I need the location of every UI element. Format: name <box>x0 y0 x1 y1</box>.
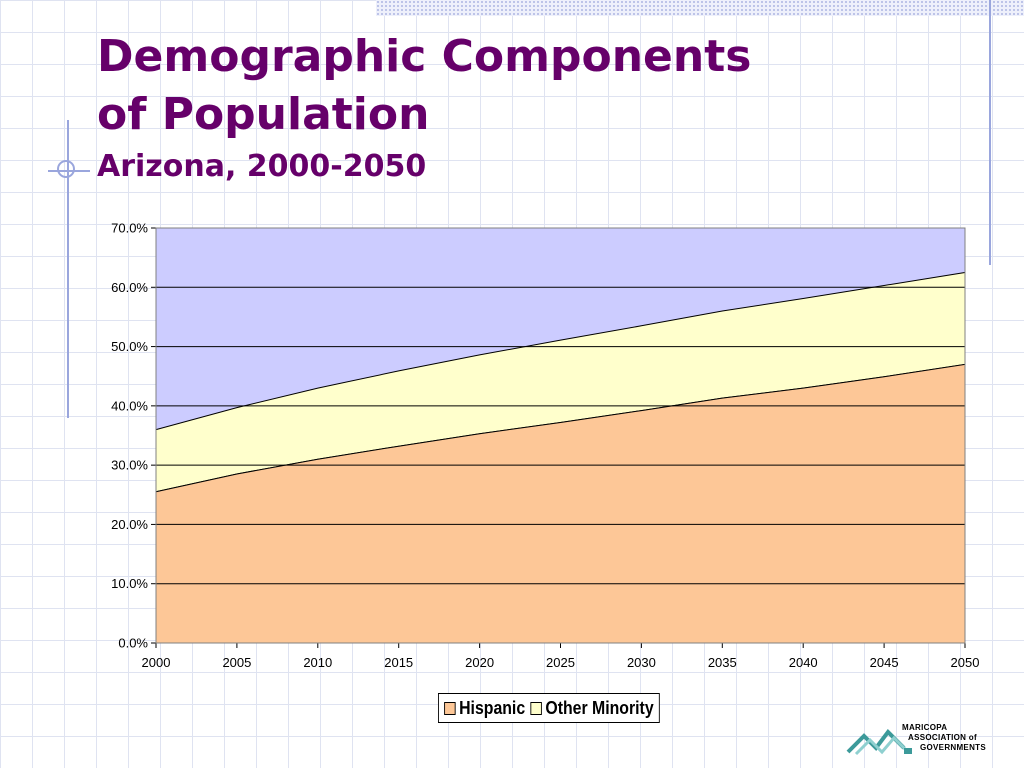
x-tick-label: 2010 <box>303 655 332 670</box>
logo-line-3: GOVERNMENTS <box>920 743 986 752</box>
x-tick-label: 2005 <box>222 655 251 670</box>
legend-label-other-minority: Other Minority <box>545 697 654 718</box>
y-tick-label: 10.0% <box>111 576 148 591</box>
logo-line-2: ASSOCIATION of <box>908 733 977 742</box>
decorative-vertical-line-right <box>989 0 991 265</box>
maricopa-logo-text: MARICOPA ASSOCIATION of GOVERNMENTS <box>902 723 986 753</box>
x-tick-label: 2015 <box>384 655 413 670</box>
x-tick-label: 2040 <box>789 655 818 670</box>
slide-title: Demographic Components of Population <box>97 28 751 144</box>
top-decorative-band <box>376 0 1024 16</box>
slide-title-line-1: Demographic Components <box>97 31 752 82</box>
legend-label-hispanic: Hispanic <box>459 697 526 718</box>
x-tick-label: 2035 <box>708 655 737 670</box>
y-tick-label: 60.0% <box>111 280 148 295</box>
legend-item-other-minority: Other Minority <box>530 697 654 719</box>
plot-area-border <box>155 227 966 644</box>
slide-title-line-2: of Population <box>97 89 430 140</box>
x-tick-label: 2030 <box>627 655 656 670</box>
y-tick-label: 50.0% <box>111 339 148 354</box>
y-tick-label: 0.0% <box>118 636 148 651</box>
y-tick-label: 40.0% <box>111 398 148 413</box>
x-tick-label: 2050 <box>951 655 980 670</box>
y-tick-label: 20.0% <box>111 517 148 532</box>
legend-swatch-other-minority <box>530 701 542 715</box>
chart-legend: Hispanic Other Minority <box>438 693 660 723</box>
y-tick-label: 70.0% <box>111 221 148 236</box>
decorative-circle <box>57 160 75 178</box>
slide-subtitle: Arizona, 2000-2050 <box>97 149 427 184</box>
x-tick-label: 2020 <box>465 655 494 670</box>
legend-swatch-hispanic <box>444 701 456 715</box>
x-tick-label: 2045 <box>870 655 899 670</box>
x-tick-label: 2000 <box>142 655 171 670</box>
x-tick-label: 2025 <box>546 655 575 670</box>
decorative-vertical-line-left <box>67 120 69 418</box>
legend-item-hispanic: Hispanic <box>444 698 525 719</box>
y-axis: 0.0% 10.0% 20.0% 30.0% 40.0% 50.0% 60.0% 70.0% <box>111 221 157 651</box>
maricopa-logo-mark <box>846 728 912 756</box>
logo-line-1: MARICOPA <box>902 723 948 732</box>
x-axis: 2000 2005 2010 2015 2020 2025 2030 2035 2040 2045… <box>142 642 980 670</box>
y-tick-label: 30.0% <box>111 458 148 473</box>
